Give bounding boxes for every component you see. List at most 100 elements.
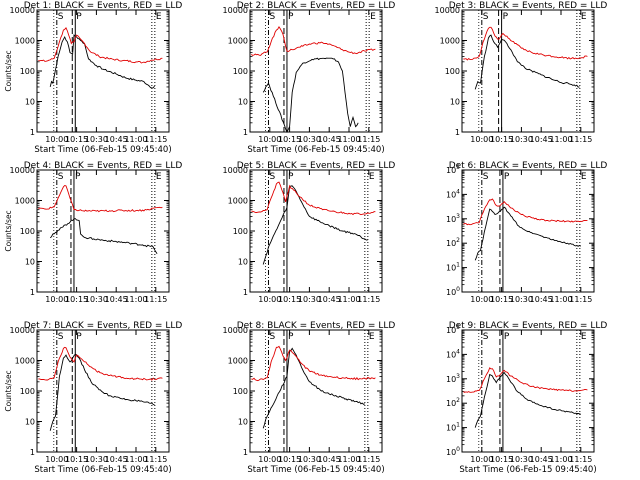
marker-label-p: P bbox=[504, 332, 510, 342]
x-tick-label: 11:15 bbox=[357, 295, 380, 304]
y-tick-label: 100 bbox=[20, 387, 35, 396]
lld-series-line bbox=[251, 345, 376, 382]
panel-title: Det 2: BLACK = Events, RED = LLD bbox=[237, 1, 396, 11]
plot-frame bbox=[249, 329, 383, 453]
y-tick-label: 100 bbox=[233, 227, 248, 236]
y-tick-label: 100 bbox=[445, 67, 460, 76]
x-axis-label: Start Time (06-Feb-15 09:45:40) bbox=[247, 145, 384, 155]
x-tick-label: 11:15 bbox=[357, 135, 380, 144]
marker-label-e: E bbox=[369, 332, 375, 342]
y-tick-label: 10 bbox=[450, 98, 460, 107]
marker-label-s: S bbox=[483, 12, 489, 22]
y-tick-label: 100 bbox=[20, 67, 35, 76]
y-tick-label: 10000 bbox=[10, 6, 35, 15]
y-axis-label: Counts/sec bbox=[4, 50, 13, 91]
y-tick-label: 1000 bbox=[228, 197, 248, 206]
x-tick-label: 10:15 bbox=[278, 295, 301, 304]
x-tick-label: 10:30 bbox=[510, 455, 533, 464]
y-tick-label: 100 bbox=[233, 387, 248, 396]
panel-det-3: Det 3: BLACK = Events, RED = LLD 1 10 100 10… bbox=[435, 1, 608, 144]
panel-title: Det 9: BLACK = Events, RED = LLD bbox=[449, 321, 608, 331]
marker-label-e: E bbox=[369, 172, 375, 182]
x-tick-label: 10:30 bbox=[85, 135, 108, 144]
x-tick-label: 10:45 bbox=[105, 295, 128, 304]
x-tick-label: 11:00 bbox=[337, 295, 360, 304]
marker-label-e: E bbox=[581, 172, 587, 182]
x-tick-label: 10:15 bbox=[490, 135, 513, 144]
plot-frame bbox=[249, 169, 383, 293]
y-tick-label: 100 bbox=[20, 227, 35, 236]
x-tick-label: 11:15 bbox=[144, 455, 167, 464]
x-axis-label: Start Time (06-Feb-15 09:45:40) bbox=[34, 145, 171, 155]
y-tick-label: 1 bbox=[243, 288, 248, 297]
x-tick-label: 10:15 bbox=[65, 295, 88, 304]
x-tick-label: 11:15 bbox=[357, 455, 380, 464]
x-tick-label: 10:00 bbox=[45, 455, 68, 464]
x-tick-label: 10:15 bbox=[278, 455, 301, 464]
x-tick-label: 11:15 bbox=[144, 135, 167, 144]
x-tick-label: 11:00 bbox=[124, 135, 147, 144]
panel-det-1: Det 1: BLACK = Events, RED = LLD 1 10 100 10… bbox=[4, 1, 182, 155]
x-tick-label: 10:45 bbox=[105, 135, 128, 144]
events-series-line bbox=[262, 347, 365, 429]
marker-label-s: S bbox=[483, 172, 489, 182]
panel-title: Det 4: BLACK = Events, RED = LLD bbox=[24, 161, 183, 171]
marker-label-p: P bbox=[76, 12, 82, 22]
x-tick-label: 10:00 bbox=[258, 295, 281, 304]
y-tick-label: 10 bbox=[25, 98, 35, 107]
marker-label-e: E bbox=[156, 332, 162, 342]
panel-det-2: Det 2: BLACK = Events, RED = LLD 1 10 100 10… bbox=[223, 1, 396, 155]
y-tick-label: 10000 bbox=[435, 6, 460, 15]
y-tick-label: 10000 bbox=[223, 326, 248, 335]
lld-series-line bbox=[251, 26, 376, 56]
panel-title: Det 6: BLACK = Events, RED = LLD bbox=[449, 161, 608, 171]
x-tick-label: 11:15 bbox=[569, 135, 592, 144]
marker-label-p: P bbox=[288, 172, 294, 182]
x-tick-label: 11:00 bbox=[337, 455, 360, 464]
y-tick-label: 104 bbox=[446, 348, 460, 359]
x-tick-label: 11:00 bbox=[549, 455, 572, 464]
x-tick-label: 11:15 bbox=[569, 455, 592, 464]
events-series-line bbox=[262, 57, 359, 134]
events-series-line bbox=[474, 34, 580, 90]
x-tick-label: 11:15 bbox=[144, 295, 167, 304]
panel-det-6: Det 6: BLACK = Events, RED = LLD 100 101 10… bbox=[446, 161, 607, 304]
marker-label-p: P bbox=[75, 172, 81, 182]
marker-label-e: E bbox=[370, 12, 376, 22]
x-axis-label: Start Time (06-Feb-15 09:45:40) bbox=[459, 465, 596, 475]
panel-det-5: Det 5: BLACK = Events, RED = LLD 1 10 100 10… bbox=[223, 161, 396, 304]
x-tick-label: 10:30 bbox=[298, 295, 321, 304]
x-tick-label: 10:15 bbox=[490, 295, 513, 304]
marker-label-p: P bbox=[76, 332, 82, 342]
plot-frame bbox=[461, 329, 595, 453]
y-tick-label: 101 bbox=[446, 422, 460, 433]
y-tick-label: 10000 bbox=[223, 6, 248, 15]
marker-label-s: S bbox=[483, 332, 489, 342]
y-axis-label: Counts/sec bbox=[4, 370, 13, 411]
y-tick-label: 1 bbox=[243, 128, 248, 137]
x-tick-label: 10:15 bbox=[278, 135, 301, 144]
lld-series-line bbox=[463, 367, 588, 393]
y-tick-label: 1 bbox=[243, 448, 248, 457]
panel-det-9: Det 9: BLACK = Events, RED = LLD 100 101 10… bbox=[446, 321, 607, 475]
lld-series-line bbox=[38, 26, 163, 64]
y-tick-label: 10 bbox=[238, 418, 248, 427]
y-axis-label: Counts/sec bbox=[4, 210, 13, 251]
x-axis-label: Start Time (06-Feb-15 09:45:40) bbox=[34, 465, 171, 475]
x-tick-label: 10:30 bbox=[85, 455, 108, 464]
marker-label-s: S bbox=[269, 172, 275, 182]
x-axis-label: Start Time (06-Feb-15 09:45:40) bbox=[247, 465, 384, 475]
panel-title: Det 5: BLACK = Events, RED = LLD bbox=[237, 161, 396, 171]
marker-label-e: E bbox=[581, 12, 587, 22]
x-tick-label: 10:45 bbox=[530, 135, 553, 144]
lld-series-line bbox=[251, 181, 376, 216]
x-tick-label: 10:00 bbox=[470, 135, 493, 144]
x-tick-label: 10:00 bbox=[470, 455, 493, 464]
x-tick-label: 10:00 bbox=[258, 455, 281, 464]
y-tick-label: 102 bbox=[446, 397, 460, 408]
panel-title: Det 1: BLACK = Events, RED = LLD bbox=[24, 1, 183, 11]
panel-det-7: Det 7: BLACK = Events, RED = LLD 1 10 100 10… bbox=[4, 321, 182, 475]
lld-series-line bbox=[463, 198, 588, 226]
y-tick-label: 100 bbox=[446, 286, 460, 297]
